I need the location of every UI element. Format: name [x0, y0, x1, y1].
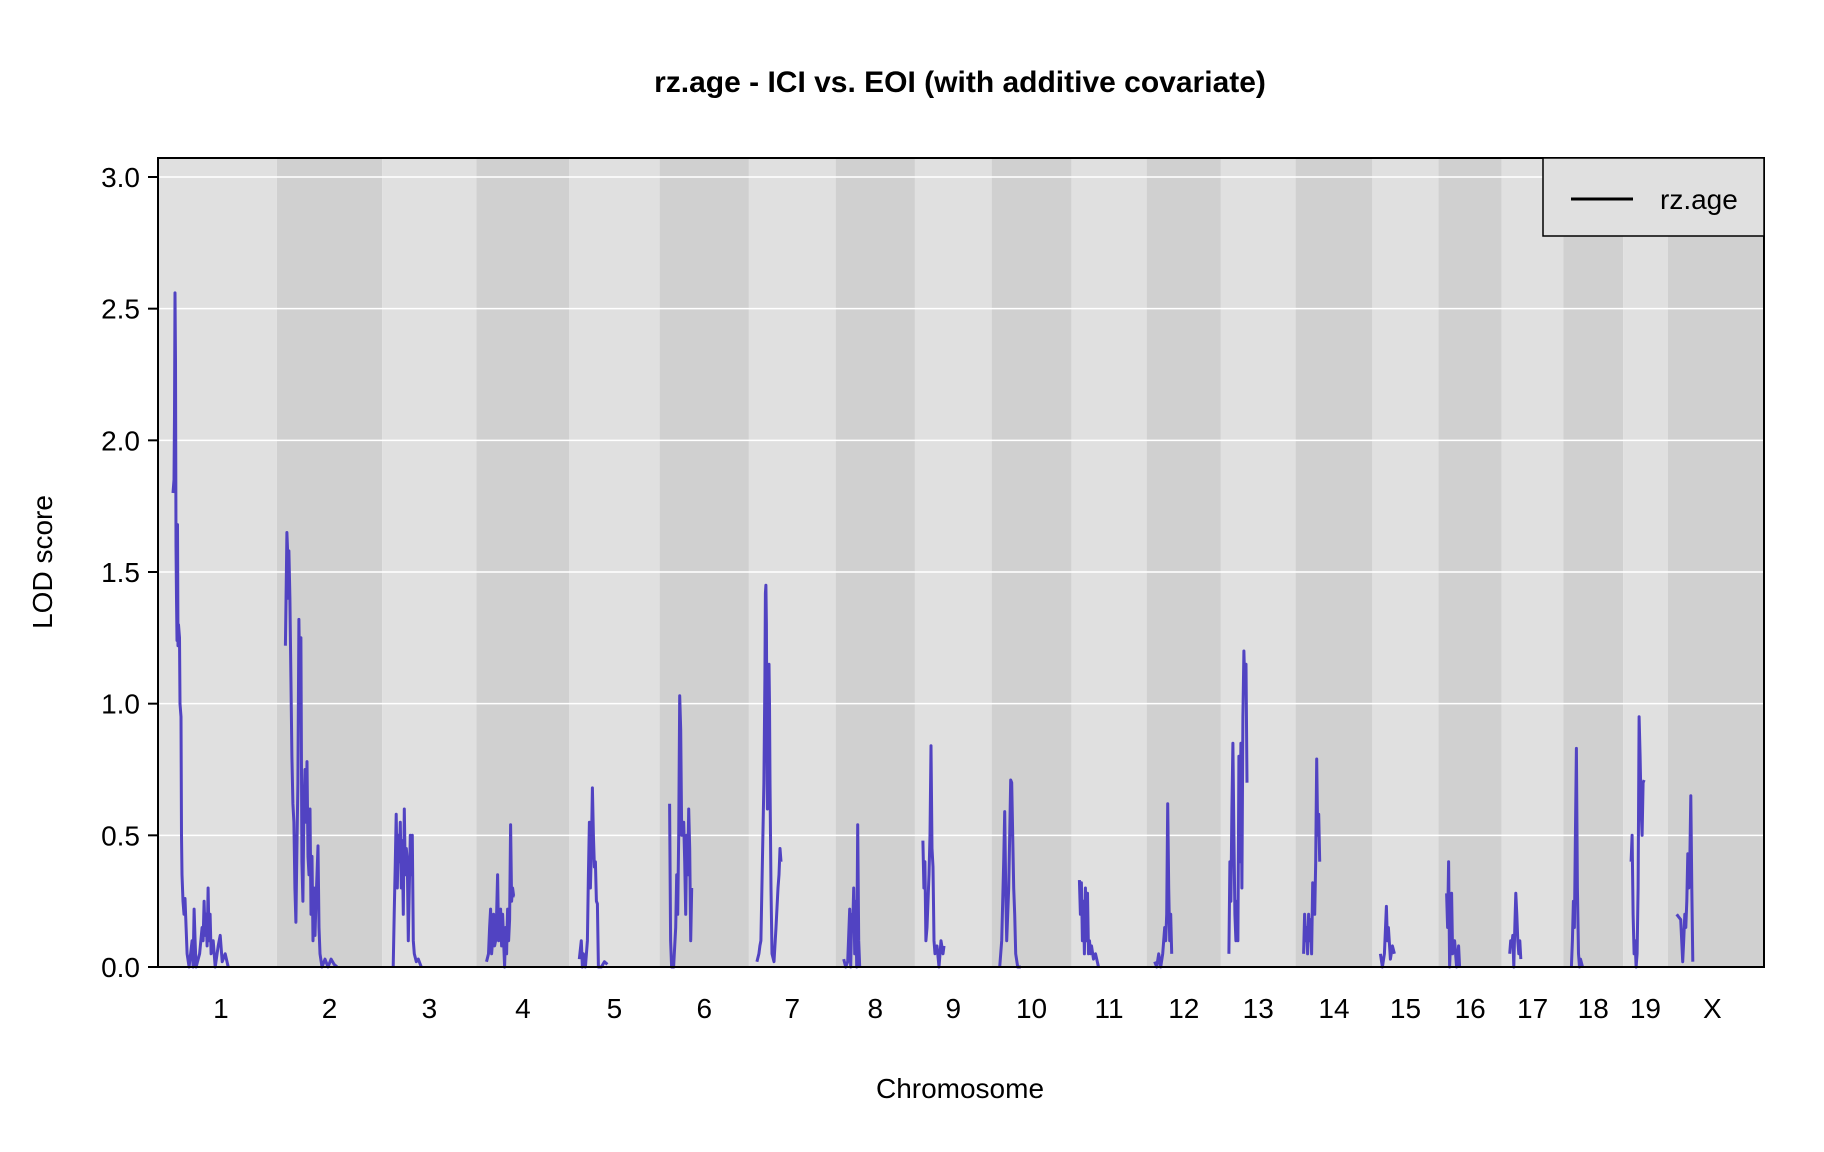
lod-trace-chr-X	[1675, 794, 1695, 964]
chromosome-band-2	[276, 158, 383, 967]
legend-label-rz-age: rz.age	[1660, 184, 1738, 215]
x-tick-label-chr-17: 17	[1517, 993, 1548, 1024]
plot-frame	[157, 157, 1765, 968]
x-tick-label-chr-7: 7	[785, 993, 801, 1024]
chromosome-band-X	[1667, 158, 1764, 967]
x-axis-ticks: 1 2 3 4 5 6 7 8 9 10 11 12 13 14 15 16 17 18 19 X	[213, 993, 1722, 1024]
x-tick-label-chr-5: 5	[607, 993, 623, 1024]
chromosome-band-5	[569, 158, 660, 967]
x-tick-label-chr-13: 13	[1243, 993, 1274, 1024]
lod-trace-chr-16	[1445, 860, 1462, 969]
x-tick-label-chr-15: 15	[1390, 993, 1421, 1024]
lod-trace-chr-8	[842, 823, 862, 969]
chromosome-band-9	[914, 158, 992, 967]
x-tick-label-chr-3: 3	[422, 993, 438, 1024]
chromosome-band-8	[835, 158, 915, 967]
y-tick-label-1.0: 1.0	[101, 689, 140, 720]
x-tick-label-chr-16: 16	[1455, 993, 1486, 1024]
x-tick-label-chr-11: 11	[1094, 993, 1123, 1024]
legend-box	[1542, 157, 1765, 237]
y-tick-label-2.5: 2.5	[101, 294, 140, 325]
x-tick-label-chr-14: 14	[1318, 993, 1349, 1024]
chromosome-band-19	[1623, 158, 1668, 967]
chart-title: rz.age - ICI vs. EOI (with additive cova…	[654, 66, 1266, 99]
chromosome-bands	[158, 158, 1764, 967]
lod-trace-chr-12	[1153, 802, 1174, 969]
x-tick-label-chr-6: 6	[696, 993, 712, 1024]
x-tick-label-chr-10: 10	[1016, 993, 1047, 1024]
chromosome-band-6	[659, 158, 749, 967]
x-tick-label-chr-2: 2	[322, 993, 338, 1024]
chromosome-band-12	[1146, 158, 1221, 967]
chromosome-band-18	[1563, 158, 1624, 967]
y-axis-label: LOD score	[27, 495, 58, 629]
lod-trace-chr-5	[577, 786, 609, 969]
chromosome-band-16	[1438, 158, 1502, 967]
lod-trace-chr-11	[1077, 880, 1100, 968]
x-tick-label-chr-12: 12	[1168, 993, 1199, 1024]
lod-trace-chr-13	[1227, 649, 1249, 954]
y-tick-label-0.5: 0.5	[101, 820, 140, 851]
lod-trace-chr-4	[485, 823, 516, 969]
chromosome-band-4	[476, 158, 570, 967]
y-tick-label-2.0: 2.0	[101, 425, 140, 456]
lod-trace-chr-18	[1569, 746, 1584, 969]
chromosome-band-14	[1295, 158, 1373, 967]
x-tick-label-chr-19: 19	[1630, 993, 1661, 1024]
x-axis-label: Chromosome	[876, 1073, 1044, 1104]
lod-trace-chr-10	[998, 778, 1021, 969]
lod-trace	[171, 291, 1695, 969]
lod-trace-chr-19	[1629, 715, 1646, 969]
chromosome-band-11	[1071, 158, 1147, 967]
x-tick-label-chr-9: 9	[946, 993, 962, 1024]
lod-trace-chr-9	[921, 744, 946, 969]
lod-trace-chr-3	[391, 807, 423, 968]
x-tick-label-chr-1: 1	[213, 993, 229, 1024]
y-tick-label-1.5: 1.5	[101, 557, 140, 588]
lod-trace-chr-1	[171, 291, 230, 969]
lod-trace-chr-15	[1378, 904, 1396, 969]
y-axis-ticks: 0.0 0.5 1.0 1.5 2.0 2.5 3.0	[101, 162, 158, 983]
legend: rz.age	[1542, 157, 1765, 237]
x-tick-label-chr-8: 8	[868, 993, 884, 1024]
lod-trace-chr-2	[283, 531, 339, 969]
x-tick-label-chr-X: X	[1703, 993, 1722, 1024]
y-tick-label-3.0: 3.0	[101, 162, 140, 193]
chromosome-band-15	[1372, 158, 1439, 967]
x-tick-label-chr-18: 18	[1578, 993, 1609, 1024]
lod-trace-chr-14	[1302, 757, 1322, 956]
chromosome-band-17	[1501, 158, 1564, 967]
lod-trace-chr-17	[1508, 891, 1523, 969]
lod-trace-chr-7	[755, 583, 783, 964]
x-tick-label-chr-4: 4	[515, 993, 531, 1024]
lod-trace-chr-6	[668, 694, 694, 969]
y-tick-label-0.0: 0.0	[101, 952, 140, 983]
